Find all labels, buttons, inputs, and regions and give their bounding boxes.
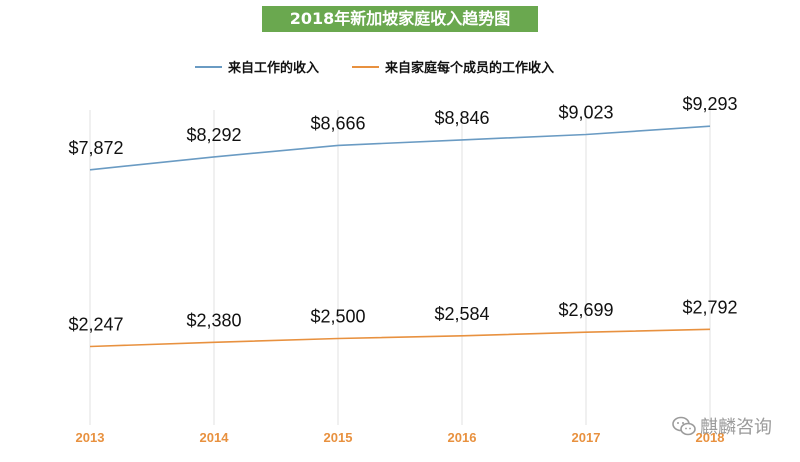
series-line-work (89, 125, 711, 171)
data-label-member-2014: $2,380 (186, 310, 241, 330)
legend-label-member: 来自家庭每个成员的工作收入 (384, 60, 554, 76)
chart-title: 2018年新加坡家庭收入趋势图 (262, 6, 538, 32)
data-label-work-2016: $8,846 (434, 108, 489, 128)
data-labels: $7,872 $8,292 $8,666 $8,846 $9,023 $9,293 $2,2… (68, 94, 737, 334)
data-label-member-2015: $2,500 (310, 307, 365, 327)
legend-label-work: 来自工作的收入 (227, 60, 319, 76)
data-label-work-2014: $8,292 (186, 125, 241, 145)
series-lines (89, 125, 711, 348)
data-label-member-2016: $2,584 (434, 304, 489, 324)
gridlines (89, 110, 711, 425)
watermark: 麒麟咨询 (672, 414, 772, 438)
data-label-work-2013: $7,872 (68, 138, 123, 158)
x-tick-2017: 2017 (572, 430, 601, 445)
x-axis-ticks: 2013 2014 2015 2016 2017 2018 (76, 430, 725, 445)
series-line-member (89, 328, 711, 348)
legend: 来自工作的收入 来自家庭每个成员的工作收入 (195, 60, 554, 76)
x-tick-2016: 2016 (448, 430, 477, 445)
data-label-work-2018: $9,293 (682, 94, 737, 114)
x-tick-2018: 2018 (696, 430, 725, 445)
data-label-member-2018: $2,792 (682, 297, 737, 317)
data-label-work-2015: $8,666 (310, 113, 365, 133)
x-tick-2013: 2013 (76, 430, 105, 445)
watermark-text: 麒麟咨询 (700, 417, 772, 438)
x-tick-2015: 2015 (324, 430, 353, 445)
data-label-member-2013: $2,247 (68, 315, 123, 335)
data-label-member-2017: $2,699 (558, 300, 613, 320)
wechat-icon (672, 416, 696, 436)
data-label-work-2017: $9,023 (558, 103, 613, 123)
x-tick-2014: 2014 (200, 430, 230, 445)
